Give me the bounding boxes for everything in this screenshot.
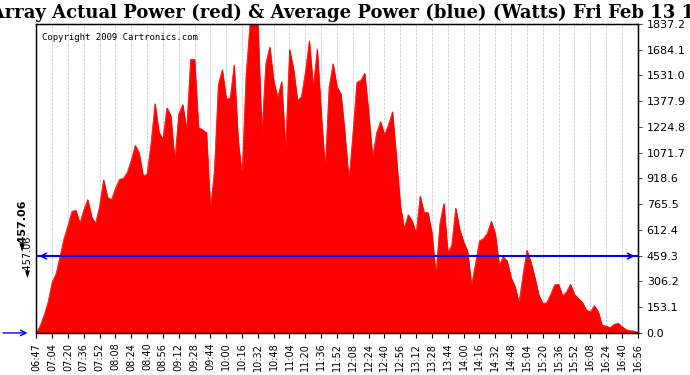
Title: West Array Actual Power (red) & Average Power (blue) (Watts) Fri Feb 13 17:10: West Array Actual Power (red) & Average … bbox=[0, 4, 690, 22]
Text: Copyright 2009 Cartronics.com: Copyright 2009 Cartronics.com bbox=[42, 33, 198, 42]
Text: ◄457.06: ◄457.06 bbox=[19, 200, 28, 251]
Text: ◄457.06: ◄457.06 bbox=[23, 236, 33, 277]
